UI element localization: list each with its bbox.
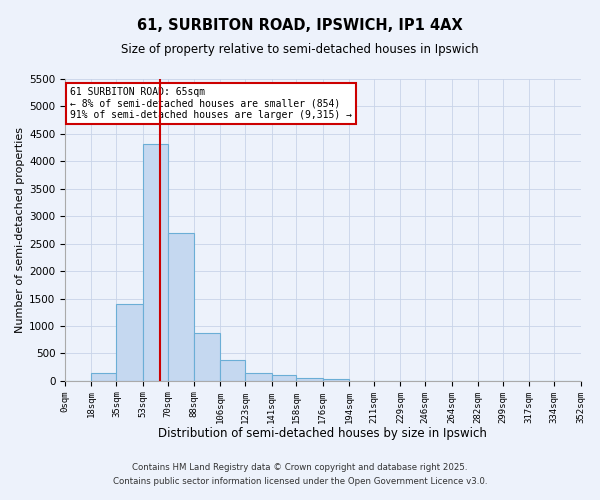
Text: 61, SURBITON ROAD, IPSWICH, IP1 4AX: 61, SURBITON ROAD, IPSWICH, IP1 4AX [137, 18, 463, 32]
Text: Size of property relative to semi-detached houses in Ipswich: Size of property relative to semi-detach… [121, 42, 479, 56]
Bar [245, 372, 272, 381]
Text: Contains public sector information licensed under the Open Government Licence v3: Contains public sector information licen… [113, 477, 487, 486]
X-axis label: Distribution of semi-detached houses by size in Ipswich: Distribution of semi-detached houses by … [158, 427, 487, 440]
Bar [220, 360, 245, 381]
Bar [272, 376, 296, 381]
Bar [143, 144, 167, 381]
Bar [116, 304, 143, 381]
Text: Contains HM Land Registry data © Crown copyright and database right 2025.: Contains HM Land Registry data © Crown c… [132, 464, 468, 472]
Bar [91, 372, 116, 381]
Bar [194, 332, 220, 381]
Bar [167, 232, 194, 381]
Bar [323, 379, 349, 381]
Y-axis label: Number of semi-detached properties: Number of semi-detached properties [15, 127, 25, 333]
Text: 61 SURBITON ROAD: 65sqm
← 8% of semi-detached houses are smaller (854)
91% of se: 61 SURBITON ROAD: 65sqm ← 8% of semi-det… [70, 86, 352, 120]
Bar [296, 378, 323, 381]
